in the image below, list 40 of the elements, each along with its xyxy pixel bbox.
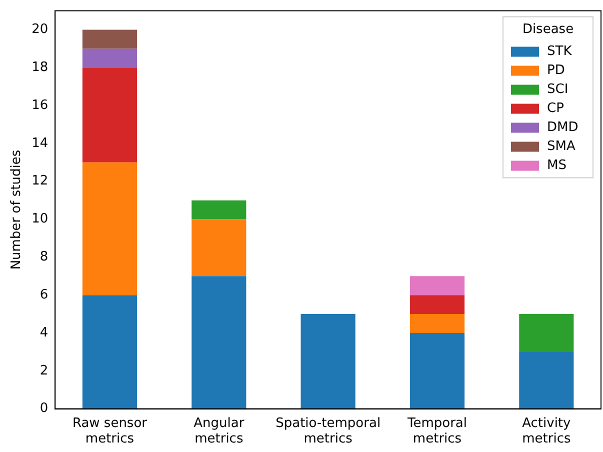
x-tick-label: Angular metrics	[194, 416, 245, 447]
bar	[300, 314, 356, 409]
bar	[410, 314, 465, 333]
bar	[410, 332, 465, 409]
y-tick-label: 2	[40, 363, 48, 378]
bar	[82, 295, 138, 409]
bar	[410, 295, 465, 314]
bar	[82, 48, 138, 68]
bar	[82, 162, 138, 296]
legend-label: STK	[547, 44, 572, 60]
x-tick-label: Spatio-temporal metrics	[276, 416, 381, 447]
bar	[410, 276, 465, 296]
bar	[519, 352, 574, 409]
bar	[192, 200, 246, 220]
x-tick-label: Raw sensor metrics	[72, 416, 148, 447]
legend-label: DMD	[547, 120, 578, 136]
legend-label: SCI	[547, 82, 568, 98]
bar	[192, 219, 246, 276]
bar	[519, 314, 574, 352]
y-tick-label: 10	[32, 212, 48, 227]
legend-label: PD	[547, 63, 565, 78]
y-tick-label: 20	[32, 22, 48, 38]
bar	[82, 68, 138, 162]
y-tick-label: 14	[32, 136, 48, 151]
legend-label: SMA	[547, 139, 576, 154]
legend-label: CP	[547, 101, 564, 116]
y-tick-label: 8	[40, 250, 48, 265]
x-tick-label: Activity metrics	[522, 416, 572, 447]
legend-label: MS	[547, 158, 566, 174]
y-tick-label: 16	[32, 98, 48, 113]
y-tick-label: 12	[32, 174, 48, 189]
x-tick-label: Temporal metrics	[406, 416, 468, 447]
y-tick-label: 4	[40, 325, 48, 340]
legend-title: Disease	[522, 22, 574, 38]
bar	[82, 30, 138, 49]
y-axis-title: Number of studies	[9, 150, 24, 270]
y-tick-label: 0	[40, 401, 48, 416]
y-tick-label: 18	[32, 60, 48, 76]
y-tick-label: 6	[40, 287, 48, 302]
bar	[192, 276, 246, 409]
